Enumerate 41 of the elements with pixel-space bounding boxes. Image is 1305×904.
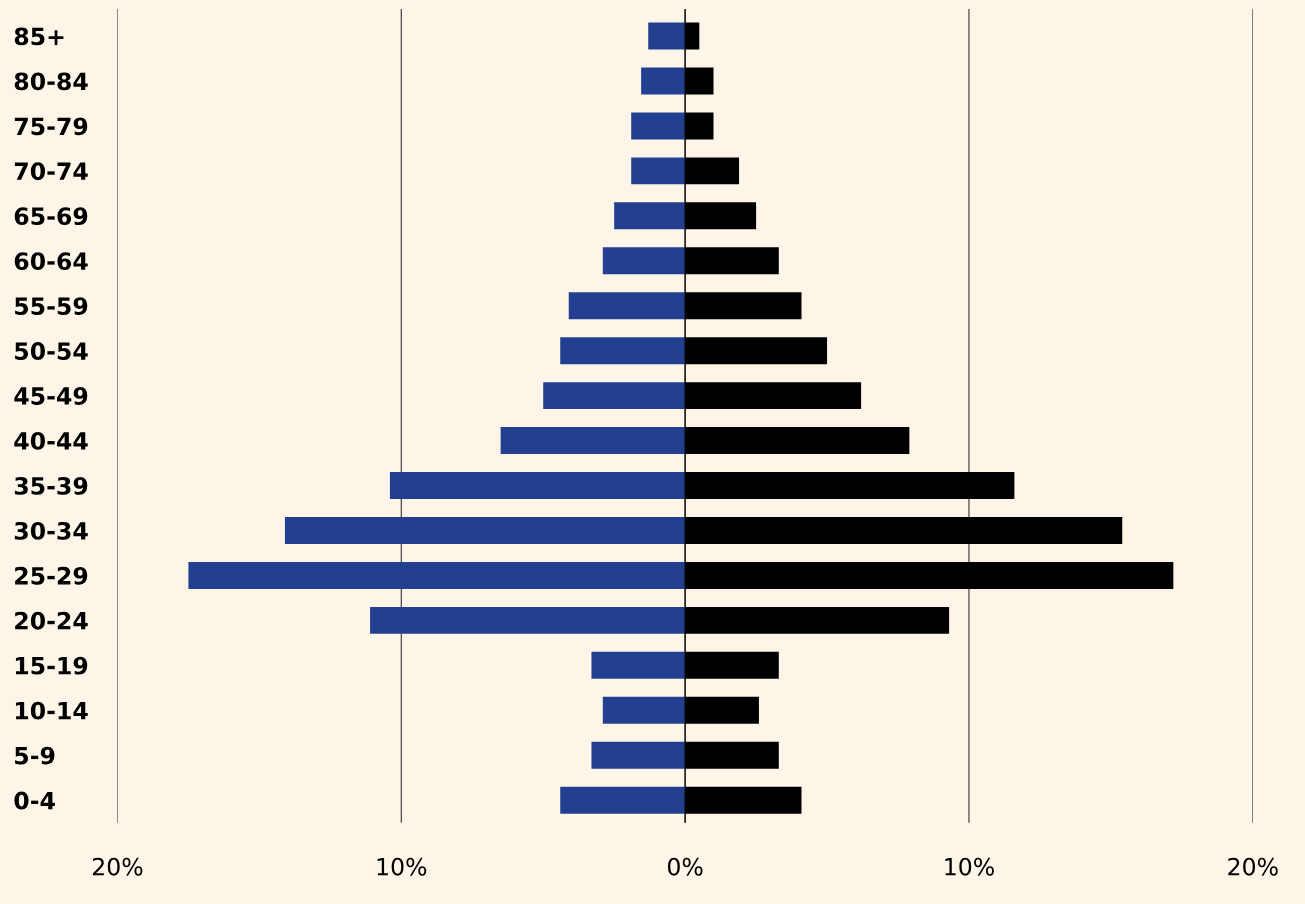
y-tick-label: 35-39 xyxy=(14,476,88,495)
bar xyxy=(188,561,686,589)
bar xyxy=(591,741,686,769)
bar xyxy=(631,112,686,140)
x-tick-label: 10% xyxy=(945,857,994,876)
y-tick-label: 75-79 xyxy=(14,117,88,136)
bar xyxy=(648,22,686,50)
y-tick-label: 20-24 xyxy=(15,611,88,630)
bar xyxy=(560,786,686,814)
y-tick-label: 55-59 xyxy=(15,297,88,316)
bar xyxy=(602,696,686,724)
bar xyxy=(500,427,686,455)
x-tick-label: 20% xyxy=(1228,857,1278,876)
bar xyxy=(614,202,686,230)
bar xyxy=(543,382,686,410)
y-tick-label: 10-14 xyxy=(15,701,88,720)
y-tick-label: 45-49 xyxy=(14,387,88,405)
x-tick-label: 10% xyxy=(377,857,427,876)
y-tick-label: 50-54 xyxy=(15,342,88,360)
y-tick-label: 15-19 xyxy=(15,656,88,675)
y-tick-label: 85+ xyxy=(14,27,64,46)
bar xyxy=(560,337,686,365)
bar xyxy=(284,516,686,544)
bar xyxy=(591,651,686,679)
bar xyxy=(602,247,686,275)
x-tick-label: 0% xyxy=(667,857,703,876)
bar xyxy=(568,292,686,320)
y-tick-label: 30-34 xyxy=(14,521,88,540)
y-tick-label: 60-64 xyxy=(14,252,88,271)
y-tick-label: 65-69 xyxy=(14,207,88,226)
y-tick-label: 80-84 xyxy=(14,72,88,91)
y-tick-label: 5-9 xyxy=(15,746,55,765)
bar xyxy=(641,67,686,95)
x-tick-label: 20% xyxy=(92,857,143,876)
bar xyxy=(631,157,686,185)
y-tick-label: 70-74 xyxy=(14,162,88,181)
bar xyxy=(370,606,686,634)
bar xyxy=(389,472,686,499)
y-tick-label: 25-29 xyxy=(15,566,88,585)
y-tick-label: 40-44 xyxy=(14,432,88,450)
y-tick-label: 0-4 xyxy=(14,791,55,810)
